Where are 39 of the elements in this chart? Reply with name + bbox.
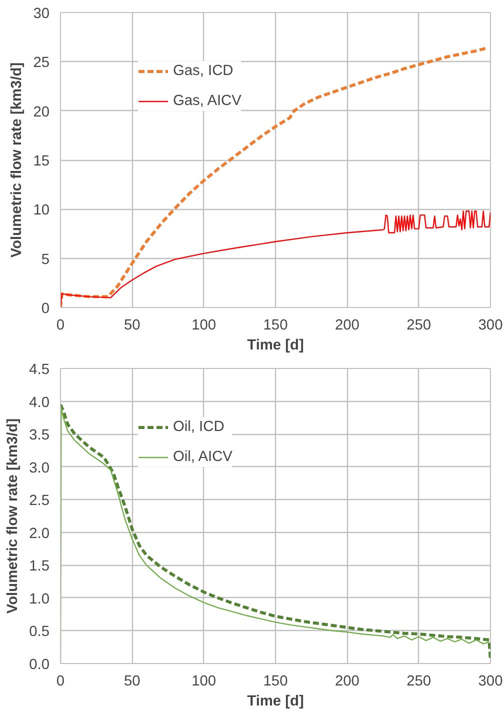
y-tick-label: 1.5 <box>29 558 50 575</box>
y-axis-title: Volumetric flow rate [km3/d] <box>9 62 26 258</box>
x-axis-title: Time [d] <box>247 694 304 710</box>
y-tick-label: 30 <box>33 6 50 22</box>
legend-label: Gas, AICV <box>173 93 242 109</box>
y-tick-label: 4.5 <box>29 362 50 378</box>
x-tick-label: 0 <box>56 318 65 334</box>
x-tick-label: 50 <box>124 318 140 334</box>
y-tick-label: 20 <box>33 104 50 120</box>
legend-label: Gas, ICD <box>173 63 234 79</box>
y-tick-label: 2.5 <box>29 493 50 510</box>
x-tick-label: 0 <box>56 674 65 690</box>
y-tick-label: 5 <box>41 252 50 268</box>
x-tick-label: 200 <box>334 674 360 690</box>
y-tick-label: 15 <box>33 154 50 170</box>
y-tick-label: 0 <box>41 301 50 317</box>
x-tick-label: 150 <box>263 318 288 334</box>
x-tick-label: 250 <box>406 318 432 334</box>
y-tick-label: 25 <box>33 55 50 72</box>
y-axis-title: Volumetric flow rate [km3/d] <box>5 418 22 614</box>
legend-label: Oil, ICD <box>173 419 224 435</box>
y-tick-label: 1.0 <box>29 591 50 608</box>
x-tick-label: 300 <box>478 318 503 334</box>
x-tick-label: 100 <box>192 674 216 690</box>
y-tick-label: 3.5 <box>29 428 50 444</box>
y-tick-label: 3.0 <box>29 460 50 476</box>
x-tick-label: 250 <box>406 674 432 690</box>
y-tick-label: 10 <box>33 202 50 219</box>
x-axis-title: Time [d] <box>247 338 304 354</box>
y-tick-label: 2.0 <box>29 526 50 542</box>
y-tick-label: 0.0 <box>29 657 50 673</box>
y-tick-label: 4.0 <box>29 394 50 411</box>
y-tick-label: 0.5 <box>29 624 50 640</box>
x-tick-label: 150 <box>263 674 288 690</box>
x-tick-label: 300 <box>478 674 503 690</box>
x-tick-label: 50 <box>124 674 140 690</box>
x-tick-label: 100 <box>192 318 216 334</box>
x-tick-label: 200 <box>334 318 360 334</box>
legend-label: Oil, AICV <box>173 449 232 465</box>
